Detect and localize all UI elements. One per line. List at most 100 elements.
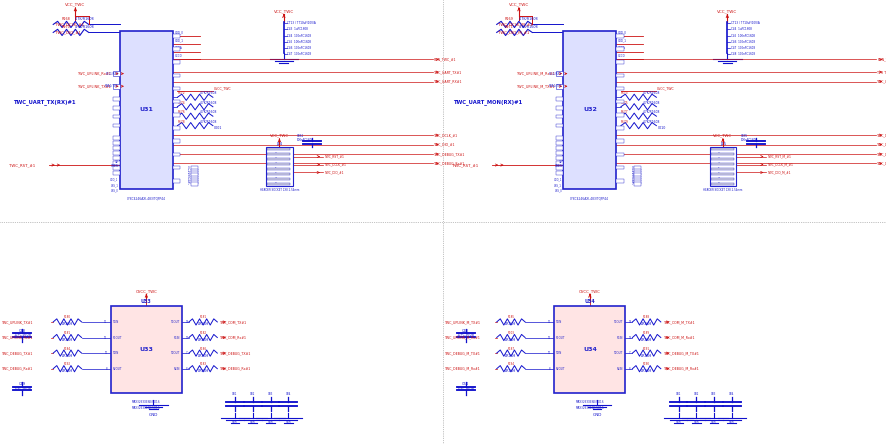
Text: VCC_TWC: VCC_TWC	[66, 3, 85, 7]
Text: GD2: GD2	[250, 392, 255, 396]
Bar	[113, 115, 120, 119]
Bar	[554, 306, 625, 393]
Bar	[113, 151, 120, 155]
Text: VCC_TWC: VCC_TWC	[509, 3, 528, 7]
Text: R168: R168	[61, 17, 70, 21]
Text: 4.7K/R1608: 4.7K/R1608	[642, 110, 660, 114]
Text: GD2: GD2	[693, 392, 698, 396]
Bar	[556, 147, 563, 150]
Bar	[633, 180, 641, 184]
Text: 4.7K/R1608: 4.7K/R1608	[642, 91, 660, 95]
Text: 0/R1608: 0/R1608	[641, 369, 651, 373]
Text: R181: R181	[64, 331, 71, 335]
Text: 8: 8	[548, 367, 550, 371]
Text: U34: U34	[582, 347, 596, 352]
Text: VDD_1: VDD_1	[554, 178, 562, 182]
Text: T1IN: T1IN	[556, 320, 562, 324]
Bar	[616, 34, 623, 38]
Text: GND: GND	[232, 421, 237, 425]
Text: VDD_0: VDD_0	[618, 30, 626, 34]
Text: CR61
100nFC1608: CR61 100nFC1608	[297, 134, 314, 142]
Bar	[616, 74, 623, 77]
Bar	[190, 173, 198, 177]
Bar	[173, 47, 180, 51]
Text: TWC_UPLINK_M_Rx#1: TWC_UPLINK_M_Rx#1	[515, 71, 554, 75]
Bar	[173, 139, 180, 143]
Text: VSS_1: VSS_1	[554, 183, 562, 187]
Text: 7: 7	[185, 351, 187, 355]
Text: 4.7K/R1608: 4.7K/R1608	[75, 25, 95, 29]
Text: C45  100nFC1608: C45 100nFC1608	[730, 33, 754, 38]
Text: R175: R175	[620, 101, 628, 105]
Text: T1OUT: T1OUT	[170, 320, 180, 324]
Bar	[633, 178, 641, 182]
Bar	[711, 158, 733, 160]
Text: C44  1uFC1608: C44 1uFC1608	[730, 27, 751, 32]
Text: 0/R1608: 0/R1608	[198, 322, 208, 326]
Text: MAX3263XE6E/SO16: MAX3263XE6E/SO16	[575, 406, 603, 410]
Text: 8: 8	[105, 367, 107, 371]
Text: GND: GND	[592, 413, 601, 417]
Text: U33: U33	[139, 347, 153, 352]
Text: R191: R191	[642, 347, 649, 351]
Text: CR65
100nFC1608: CR65 100nFC1608	[740, 134, 757, 142]
Text: U34: U34	[584, 299, 595, 304]
Text: 0/R1608: 0/R1608	[198, 369, 208, 373]
Text: TWC_DEBUG_TX#1: TWC_DEBUG_TX#1	[433, 152, 464, 156]
Bar	[113, 147, 120, 150]
Bar	[173, 113, 180, 117]
Text: R170: R170	[61, 25, 70, 29]
Text: 10: 10	[104, 351, 107, 355]
Text: R182: R182	[199, 331, 206, 335]
Text: 8: 8	[718, 182, 719, 186]
Bar	[633, 169, 641, 172]
Text: 0/R1608: 0/R1608	[641, 354, 651, 358]
Text: XRES: XRES	[111, 164, 119, 168]
Text: 4: 4	[188, 175, 190, 179]
Text: 12: 12	[547, 336, 550, 340]
Text: 1: 1	[275, 147, 276, 151]
Text: 0/R1608: 0/R1608	[198, 338, 208, 342]
Text: R103: R103	[507, 331, 514, 335]
Bar	[268, 148, 290, 151]
Bar	[190, 171, 198, 174]
Bar	[173, 179, 180, 182]
Text: 0: 0	[188, 166, 190, 170]
Bar	[711, 182, 733, 185]
Text: R172: R172	[177, 91, 185, 95]
Bar	[111, 306, 182, 393]
Text: R1IN: R1IN	[617, 336, 623, 340]
Bar	[633, 173, 641, 177]
Text: R171: R171	[504, 25, 513, 29]
Text: 4.7K/R1608: 4.7K/R1608	[642, 119, 660, 123]
Bar	[711, 153, 733, 155]
Text: 0/R1608: 0/R1608	[641, 322, 651, 326]
Bar	[556, 97, 563, 101]
Bar	[556, 171, 563, 175]
Text: 0/R1608: 0/R1608	[505, 338, 516, 342]
Text: VDD_1: VDD_1	[175, 38, 183, 42]
Bar	[556, 124, 563, 127]
Text: CY8C4246AXI-483/TQFP44: CY8C4246AXI-483/TQFP44	[127, 197, 166, 201]
Text: 2: 2	[631, 171, 633, 175]
Text: CVCC_TWC: CVCC_TWC	[136, 289, 157, 293]
Text: GND: GND	[268, 421, 273, 425]
Text: C54
1uFC1608: C54 1uFC1608	[456, 382, 474, 391]
Text: GND: GND	[728, 421, 734, 425]
Text: 8: 8	[185, 367, 187, 371]
Text: TWC_DEBUG_Rx#1: TWC_DEBUG_Rx#1	[2, 367, 33, 371]
Bar	[113, 97, 120, 101]
Text: TWC_DIO_M_#1: TWC_DIO_M_#1	[498, 30, 529, 35]
Text: GND: GND	[285, 421, 291, 425]
Text: C40
1uFC1608: C40 1uFC1608	[456, 329, 474, 337]
Text: MAX3263XE6E/SO16: MAX3263XE6E/SO16	[132, 406, 160, 410]
Text: RUN_TWC_M_#1: RUN_TWC_M_#1	[876, 57, 886, 61]
Text: TWC_RST_#1: TWC_RST_#1	[9, 163, 35, 167]
Text: TWC_UPLINK_M_TX#1: TWC_UPLINK_M_TX#1	[445, 320, 481, 324]
Text: CT13 / TT10uF/10V/A: CT13 / TT10uF/10V/A	[730, 21, 758, 25]
Bar	[173, 166, 180, 170]
Text: TWC_UART_MON(RX)#1: TWC_UART_MON(RX)#1	[453, 99, 522, 105]
Text: J14: J14	[276, 142, 282, 146]
Text: TWC_DEBUG_M_TX#1: TWC_DEBUG_M_TX#1	[663, 351, 698, 355]
Text: MAX3263XE6E/SO16: MAX3263XE6E/SO16	[575, 400, 603, 404]
